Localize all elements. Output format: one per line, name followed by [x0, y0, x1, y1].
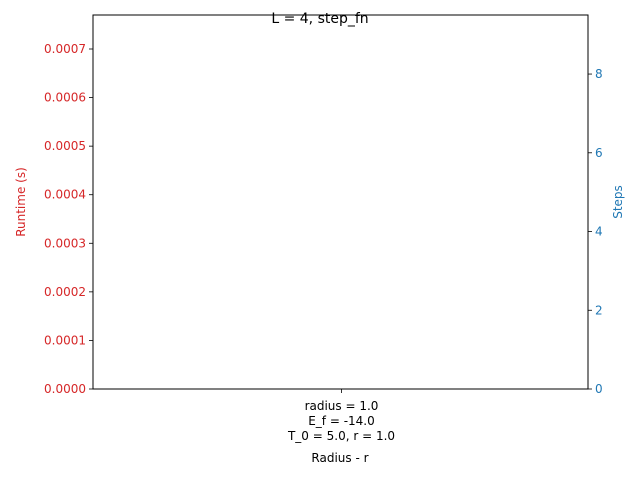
left-y-tick-label: 0.0004 [44, 188, 86, 202]
right-y-tick-label: 8 [595, 67, 603, 81]
right-y-axis: 0 2 4 6 8 [588, 67, 603, 396]
left-y-tick-label: 0.0007 [44, 42, 86, 56]
right-y-tick-label: 2 [595, 303, 603, 317]
x-axis: radius = 1.0E_f = -14.0T_0 = 5.0, r = 1.… [287, 389, 395, 443]
left-y-tick-label: 0.0003 [44, 236, 86, 250]
plot-frame [92, 14, 589, 390]
x-tick-label: T_0 = 5.0, r = 1.0 [287, 429, 395, 443]
right-y-tick-label: 0 [595, 382, 603, 396]
plot-area [92, 14, 589, 390]
left-y-tick-label: 0.0005 [44, 139, 86, 153]
left-y-axis-label: Runtime (s) [14, 167, 28, 237]
left-y-tick-label: 0.0001 [44, 333, 86, 347]
x-tick-label: radius = 1.0 [305, 399, 379, 413]
left-y-tick-label: 0.0002 [44, 285, 86, 299]
left-y-axis: 0.0000 0.0001 0.0002 0.0003 0.0004 0.0005 0.00… [44, 42, 93, 396]
right-y-tick-label: 6 [595, 146, 603, 160]
right-y-axis-label: Steps [611, 185, 625, 219]
x-tick-label: E_f = -14.0 [308, 414, 375, 428]
right-y-tick-label: 4 [595, 225, 603, 239]
chart-title: L = 4, step_fn [271, 11, 368, 27]
left-y-tick-label: 0.0006 [44, 91, 86, 105]
left-y-tick-label: 0.0000 [44, 382, 86, 396]
x-axis-label: Radius - r [311, 451, 368, 465]
